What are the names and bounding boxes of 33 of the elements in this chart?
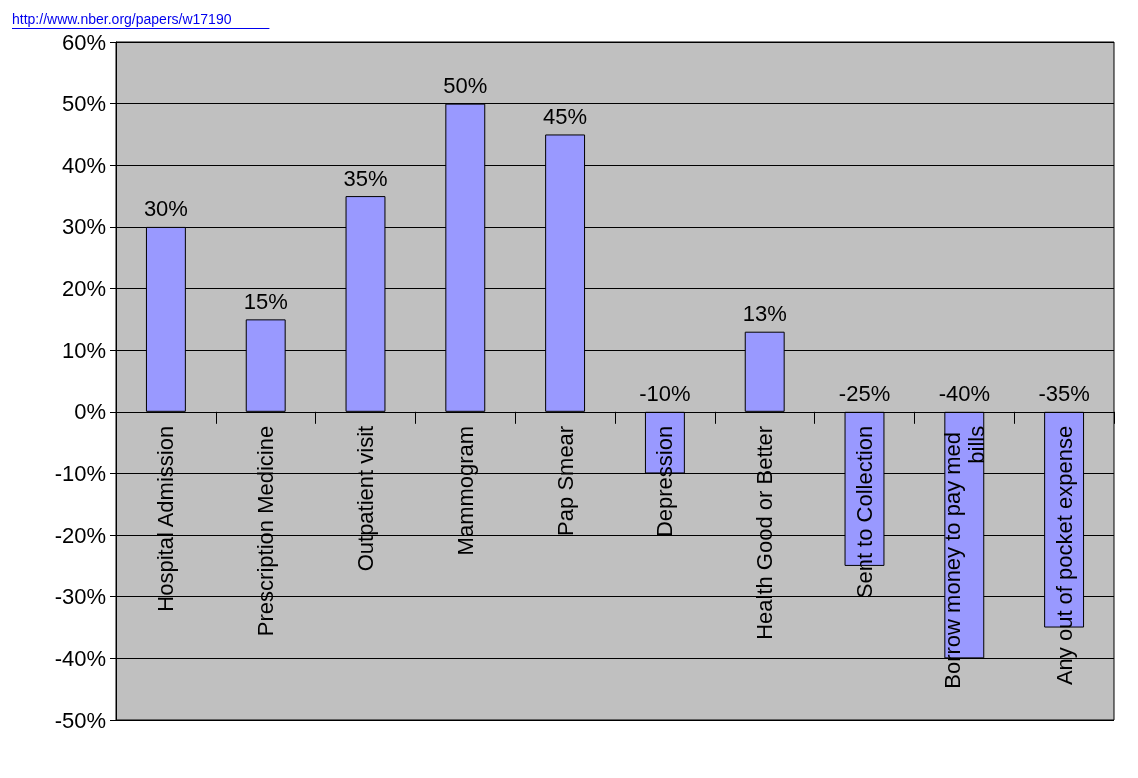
data-label: -40% — [938, 381, 990, 407]
data-label: 30% — [143, 196, 188, 222]
y-tick-label: -20% — [54, 522, 106, 548]
data-label: -25% — [838, 381, 891, 407]
data-label: -35% — [1038, 381, 1090, 407]
y-tick-label: -40% — [54, 645, 106, 671]
data-label: 45% — [543, 103, 588, 129]
y-tick-label: 10% — [61, 337, 106, 363]
data-label: 35% — [343, 165, 388, 191]
x-tick-label: Sent to Collection — [852, 425, 877, 599]
data-label: 13% — [742, 301, 787, 327]
x-tick-label: Mammogram — [452, 425, 478, 556]
x-tick-label: Prescription Medicine — [253, 425, 279, 637]
x-tick-label: Depression — [652, 425, 678, 538]
data-label: 50% — [443, 73, 488, 99]
data-label: -10% — [639, 381, 691, 407]
y-tick-label: -30% — [54, 584, 106, 610]
data-label: 15% — [243, 288, 288, 314]
x-tick-label: Borrow money to pay med bills — [939, 425, 989, 689]
text: http://www.nber.org/papers/w17190 — [12, 11, 232, 27]
y-tick-label: 50% — [61, 91, 106, 117]
x-tick-label: Health Good or Better — [752, 425, 778, 640]
y-tick-label: 60% — [61, 29, 106, 55]
x-tick-label: Outpatient visit — [353, 425, 378, 572]
y-tick-label: 40% — [61, 152, 106, 178]
x-tick-label: Hospital Admission — [153, 425, 179, 612]
y-tick-label: -50% — [54, 707, 106, 733]
y-tick-label: -10% — [54, 460, 106, 486]
x-tick-label: Pap Smear — [552, 425, 578, 536]
x-tick-label: Any out of pocket expense — [1051, 425, 1077, 686]
y-tick-label: 0% — [74, 399, 106, 425]
y-tick-label: 20% — [61, 276, 106, 302]
y-tick-label: 30% — [61, 214, 106, 240]
